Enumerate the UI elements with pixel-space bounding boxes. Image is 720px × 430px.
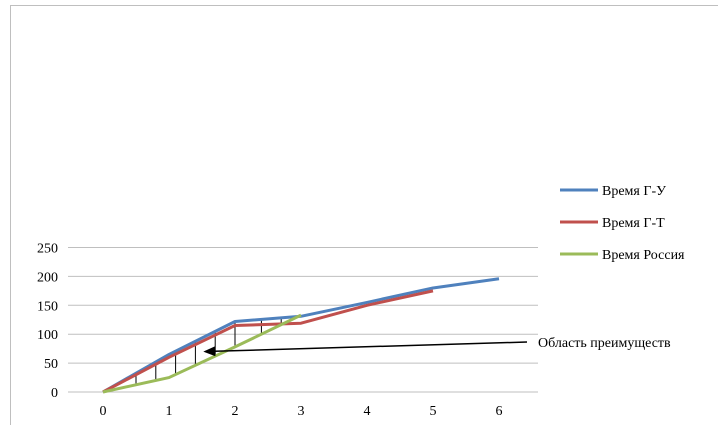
legend: Время Г-У Время Г-Т Время Россия [560, 184, 685, 263]
x-tick-1: 1 [166, 404, 173, 419]
chart-frame [10, 5, 718, 425]
y-tick-100: 100 [37, 328, 58, 343]
legend-label-2: Время Россия [602, 248, 685, 263]
y-tick-labels: 0 50 100 150 200 250 [37, 242, 58, 402]
x-tick-0: 0 [100, 404, 107, 419]
annotation-label: Область преимуществ [538, 336, 671, 351]
y-tick-150: 150 [37, 299, 58, 314]
series-line-2 [102, 313, 302, 394]
x-tick-2: 2 [232, 404, 239, 419]
x-tick-4: 4 [364, 404, 371, 419]
series-lines [102, 277, 500, 394]
y-tick-0: 0 [51, 386, 58, 401]
annotation-arrow [203, 341, 528, 357]
x-tick-3: 3 [298, 404, 305, 419]
series-line-0 [102, 277, 500, 394]
legend-label-0: Время Г-У [602, 184, 666, 199]
x-tick-6: 6 [496, 404, 503, 419]
y-tick-250: 250 [37, 242, 58, 257]
legend-label-1: Время Г-Т [602, 216, 665, 231]
series-line-1 [102, 289, 434, 394]
x-tick-5: 5 [430, 404, 437, 419]
y-tick-200: 200 [37, 270, 58, 285]
x-tick-labels: 0 1 2 3 4 5 6 [100, 404, 503, 419]
y-tick-50: 50 [44, 357, 58, 372]
advantage-annotation: Область преимуществ [203, 336, 671, 357]
gridlines [68, 247, 538, 393]
